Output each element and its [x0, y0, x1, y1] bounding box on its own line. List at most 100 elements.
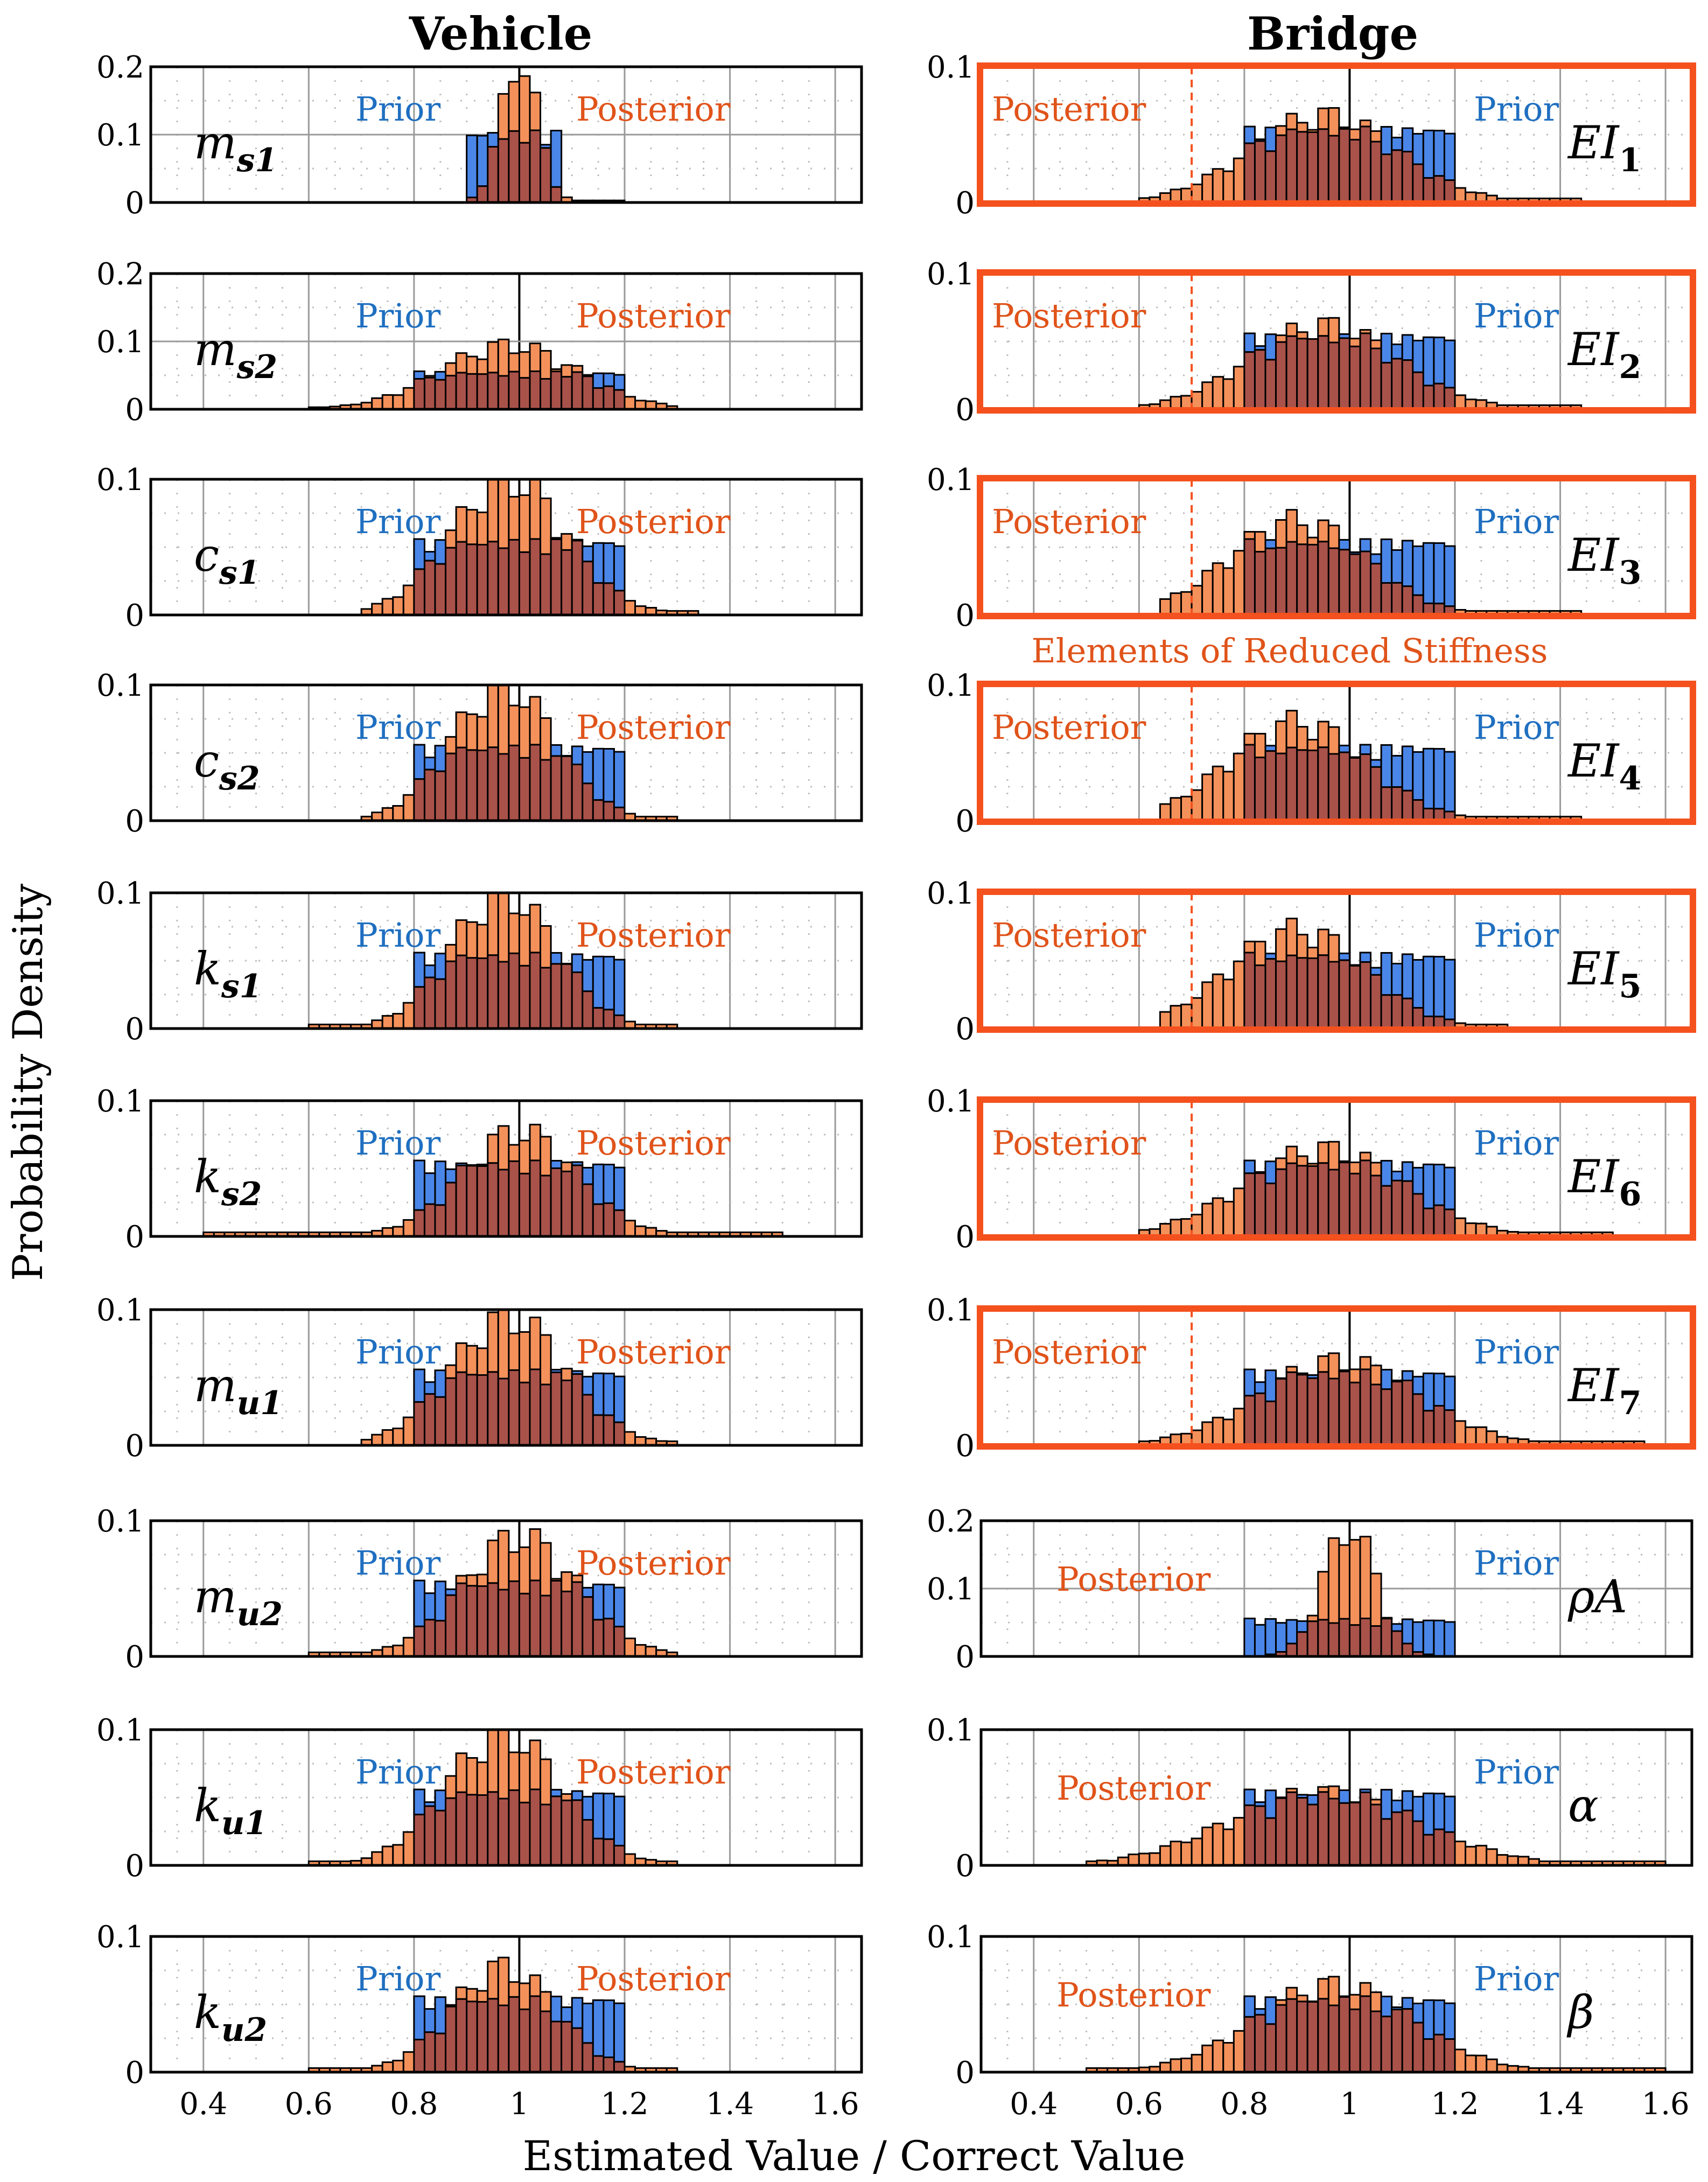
posterior-bar [1276, 929, 1287, 961]
posterior-bar [498, 94, 509, 139]
overlap-bar [572, 1800, 583, 1865]
overlap-bar [498, 754, 509, 821]
posterior-bar [1160, 599, 1171, 615]
prior-bar [1371, 968, 1382, 975]
posterior-bar [372, 604, 383, 615]
overlap-bar [541, 1384, 551, 1445]
posterior-bar [1360, 1357, 1371, 1369]
prior-bar [1402, 746, 1413, 791]
posterior-bar [1307, 537, 1318, 544]
prior-bar [1423, 749, 1434, 808]
posterior-bar [477, 925, 488, 958]
y-tick-label: 0 [125, 1640, 144, 1675]
overlap-bar [488, 1583, 499, 1656]
overlap-bar [446, 1378, 457, 1445]
y-tick-label: 0 [125, 1012, 144, 1047]
posterior-bar [1455, 1218, 1466, 1236]
posterior-bar [1318, 520, 1329, 542]
posterior-bar [403, 388, 414, 409]
prior-bar [583, 1587, 593, 1597]
posterior-bar [1202, 382, 1213, 409]
overlap-bar [541, 1176, 551, 1236]
overlap-bar [1339, 129, 1350, 202]
prior-bar [1360, 745, 1371, 754]
posterior-bar [519, 76, 530, 143]
overlap-bar [1276, 1169, 1287, 1236]
posterior-bar [393, 1845, 404, 1865]
overlap-bar [572, 765, 583, 821]
overlap-bar [1339, 752, 1350, 821]
overlap-bar [467, 1586, 478, 1656]
posterior-bar [1318, 722, 1329, 747]
posterior-bar [1487, 1849, 1497, 1865]
y-tick-label: 0.1 [927, 1572, 975, 1607]
posterior-bar [382, 2062, 393, 2072]
overlap-bar [1349, 139, 1360, 202]
prior-bar [1381, 1160, 1392, 1186]
overlap-bar [604, 1203, 614, 1236]
panel-cs2: 00.1PriorPosteriorcs2 [96, 668, 862, 839]
posterior-bar [1339, 1545, 1350, 1619]
prior-bar [1423, 1793, 1434, 1835]
prior-bar [1423, 1164, 1434, 1208]
prior-bar [604, 957, 614, 1010]
parameter-label: EI3 [1567, 529, 1641, 592]
posterior-bar [530, 697, 541, 745]
posterior-bar [456, 1576, 467, 1583]
overlap-bar [477, 1795, 488, 1865]
prior-bar [1392, 1800, 1403, 1812]
prior-bar [583, 752, 593, 783]
prior-bar [1444, 1167, 1455, 1209]
prior-bar [583, 2003, 593, 2043]
posterior-bar [488, 685, 499, 747]
y-tick-label: 0 [955, 1012, 975, 1047]
overlap-bar [604, 2057, 614, 2072]
prior-bar [1392, 963, 1403, 995]
overlap-bar [1286, 1792, 1297, 1865]
prior-bar [1444, 134, 1455, 180]
overlap-bar [1392, 995, 1403, 1029]
posterior-bar [1213, 766, 1223, 821]
overlap-bar [1444, 388, 1455, 409]
prior-bar [414, 1369, 425, 1402]
posterior-bar [625, 1854, 635, 1865]
prior-bar [1244, 1618, 1255, 1656]
overlap-bar [424, 977, 435, 1029]
y-tick-label: 0 [955, 1849, 975, 1884]
posterior-bar [1202, 571, 1213, 615]
posterior-bar [1223, 772, 1234, 821]
posterior-bar [562, 1162, 572, 1171]
prior-bar [593, 2000, 604, 2056]
overlap-bar [456, 542, 467, 615]
overlap-bar [614, 1845, 625, 1865]
overlap-bar [1307, 2002, 1318, 2072]
posterior-bar [1160, 1012, 1171, 1029]
overlap-bar [1307, 132, 1318, 202]
posterior-bar [1171, 1220, 1181, 1236]
overlap-bar [1434, 383, 1445, 409]
prior-bar [1402, 128, 1413, 152]
posterior-bar [519, 1332, 530, 1382]
prior-bar [1402, 1162, 1413, 1181]
posterior-bar [498, 1730, 509, 1799]
posterior-bar [1371, 340, 1382, 348]
posterior-label: Posterior [576, 89, 731, 129]
posterior-bar [393, 1013, 404, 1029]
prior-bar [414, 1789, 425, 1815]
overlap-bar [593, 1204, 604, 1236]
overlap-bar [1402, 152, 1413, 202]
posterior-bar [541, 1543, 551, 1596]
posterior-label: Posterior [1056, 1768, 1211, 1808]
overlap-bar [604, 1010, 614, 1029]
posterior-bar [1297, 727, 1308, 750]
overlap-bar [414, 1210, 425, 1236]
prior-bar [572, 1791, 583, 1800]
overlap-bar [1276, 2005, 1287, 2072]
overlap-bar [509, 1161, 520, 1236]
overlap-bar [1444, 1410, 1455, 1445]
prior-bar [446, 1169, 457, 1183]
overlap-bar [424, 1620, 435, 1656]
prior-bar [593, 1584, 604, 1620]
prior-label: Prior [1474, 502, 1559, 541]
y-tick-label: 0.1 [96, 463, 144, 498]
